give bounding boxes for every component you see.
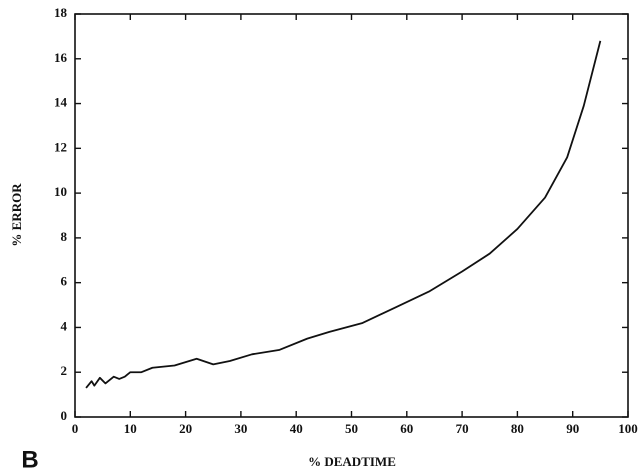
y-tick-label: 14 <box>54 95 68 110</box>
y-tick-label: 12 <box>54 139 67 154</box>
y-tick-label: 16 <box>54 50 68 65</box>
data-line <box>85 40 602 389</box>
panel-label: B <box>21 446 38 473</box>
y-tick-label: 10 <box>54 184 67 199</box>
plot-frame <box>74 13 629 418</box>
x-tick-label: 10 <box>124 421 137 436</box>
x-tick-label: 70 <box>456 421 469 436</box>
x-tick-label: 30 <box>234 421 247 436</box>
y-tick-label: 4 <box>61 318 68 333</box>
x-axis-label: % DEADTIME <box>308 454 396 469</box>
x-tick-label: 90 <box>566 421 579 436</box>
y-axis-label: % ERROR <box>9 183 24 247</box>
x-tick-label: 60 <box>400 421 413 436</box>
y-tick-label: 6 <box>61 274 68 289</box>
x-tick-label: 100 <box>618 421 638 436</box>
y-tick-label: 2 <box>61 363 68 378</box>
y-tick-label: 18 <box>54 5 68 20</box>
y-tick-label: 8 <box>61 229 68 244</box>
x-tick-label: 20 <box>179 421 192 436</box>
x-tick-label: 50 <box>345 421 358 436</box>
x-tick-label: 80 <box>511 421 524 436</box>
y-tick-label: 0 <box>61 408 68 423</box>
x-tick-label: 0 <box>72 421 79 436</box>
x-tick-label: 40 <box>290 421 303 436</box>
